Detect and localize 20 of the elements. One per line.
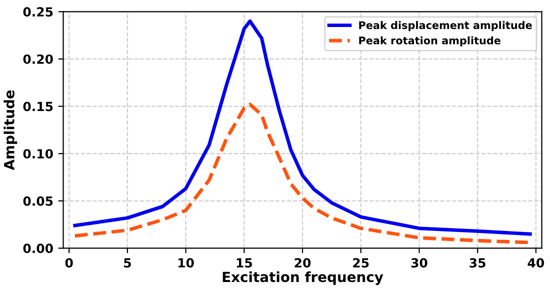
x-tick-label: 10 <box>178 258 194 268</box>
x-tick-label: 35 <box>470 258 486 268</box>
x-tick-label: 25 <box>353 258 369 268</box>
y-tick-label: 0.00 <box>23 244 53 254</box>
y-tick-label: 0.05 <box>23 196 53 206</box>
y-tick-label: 0.20 <box>23 54 53 64</box>
x-tick-label: 20 <box>294 258 311 268</box>
x-tick-label: 40 <box>528 258 544 268</box>
x-tick-label: 0 <box>65 258 73 268</box>
x-tick-label: 15 <box>236 258 252 268</box>
x-tick-label: 30 <box>411 258 428 268</box>
y-tick-label: 0.15 <box>23 102 53 112</box>
legend-label: Peak rotation amplitude <box>359 36 500 46</box>
line-series <box>73 19 532 236</box>
y-tick-label: 0.10 <box>23 149 53 159</box>
y-tick-label: 0.25 <box>23 7 53 17</box>
x-axis-title: Excitation frequency <box>222 271 384 285</box>
x-tick-label: 5 <box>124 258 131 268</box>
y-axis-title: Amplitude <box>4 90 18 170</box>
legend-label: Peak displacement amplitude <box>359 21 532 32</box>
